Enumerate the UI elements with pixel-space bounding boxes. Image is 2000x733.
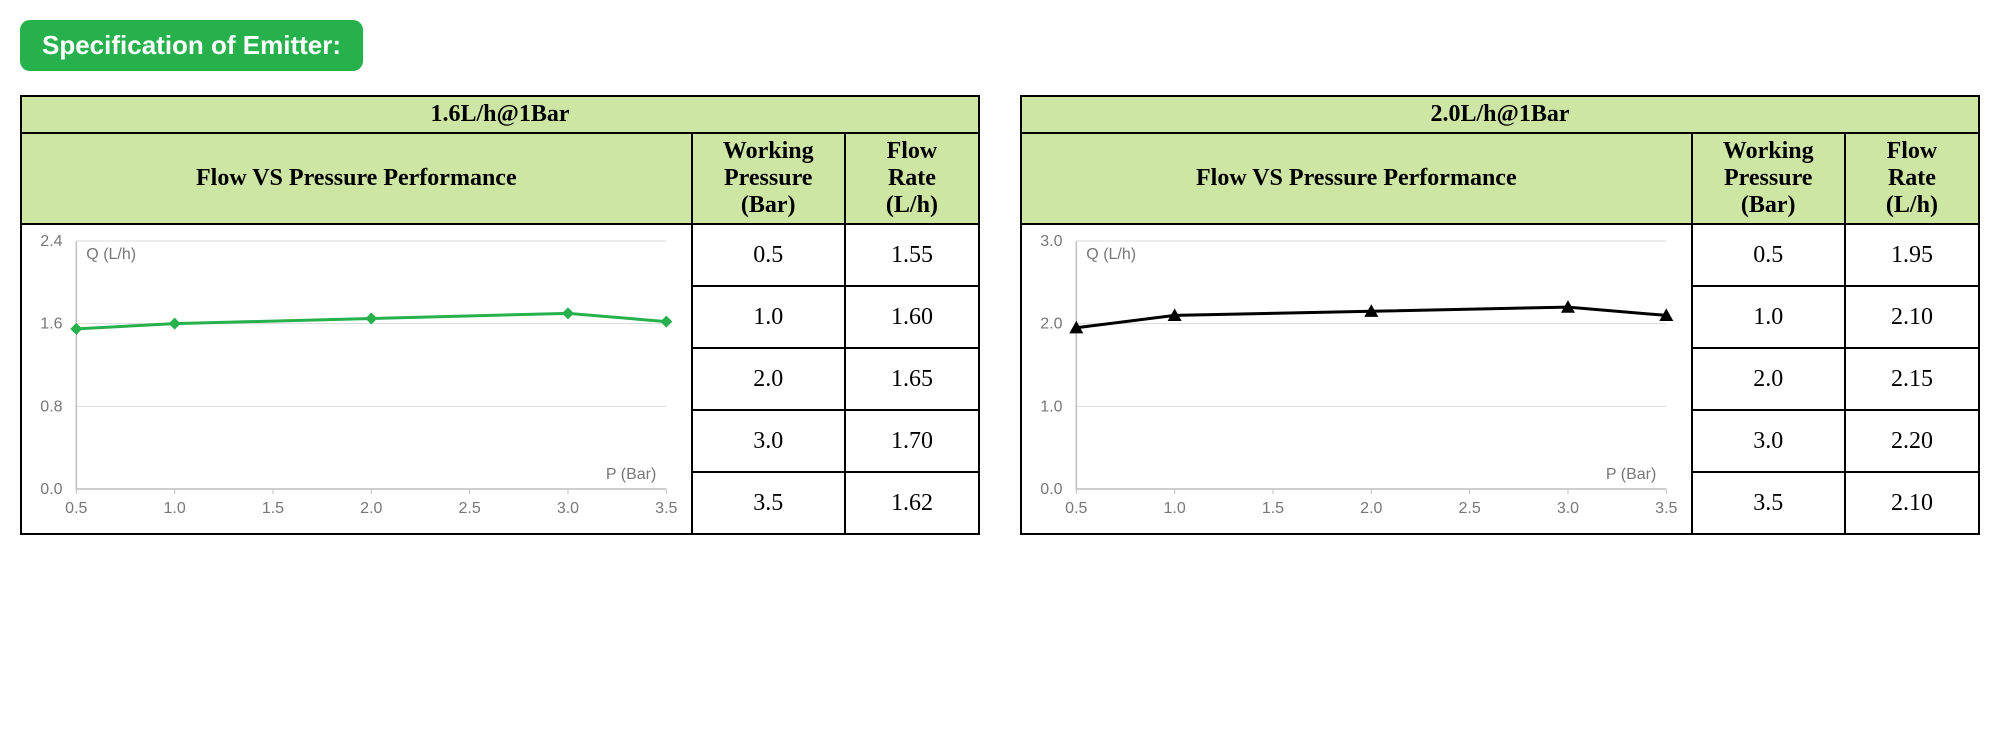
series-marker — [660, 316, 672, 328]
x-tick-label: 2.0 — [360, 500, 382, 517]
x-tick-label: 0.5 — [1065, 500, 1087, 517]
flow-value: 2.15 — [1845, 348, 1979, 410]
x-tick-label: 1.5 — [1262, 500, 1284, 517]
panel-title: 2.0L/h@1Bar — [1021, 96, 1979, 133]
spec-panel: 1.6L/h@1BarFlow VS Pressure PerformanceW… — [20, 95, 980, 535]
x-tick-label: 3.5 — [655, 500, 677, 517]
perf-chart: 0.0 1.0 2.0 3.0 0.5 1.0 1.5 2.0 2.5 3.0 3.5 Q (L/h)… — [1026, 229, 1687, 529]
pressure-value: 3.0 — [692, 410, 845, 472]
flow-value: 2.10 — [1845, 472, 1979, 534]
pressure-value: 1.0 — [692, 286, 845, 348]
pressure-value: 0.5 — [1692, 224, 1845, 286]
pressure-value: 3.0 — [1692, 410, 1845, 472]
perf-chart: 0.0 0.8 1.6 2.4 0.5 1.0 1.5 2.0 2.5 3.0 3.5 Q (L/h)… — [26, 229, 687, 529]
x-tick-label: 2.5 — [459, 500, 481, 517]
panel-title: 1.6L/h@1Bar — [21, 96, 979, 133]
series-marker — [70, 323, 82, 335]
spec-table: 2.0L/h@1BarFlow VS Pressure PerformanceW… — [1020, 95, 1980, 535]
series-marker — [365, 313, 377, 325]
pressure-value: 3.5 — [1692, 472, 1845, 534]
y-tick-label: 0.0 — [1040, 481, 1062, 498]
flow-value: 1.70 — [845, 410, 979, 472]
series-marker — [169, 318, 181, 330]
x-tick-label: 1.5 — [262, 500, 284, 517]
pressure-header: WorkingPressure(Bar) — [1692, 133, 1845, 224]
x-tick-label: 3.5 — [1655, 500, 1677, 517]
chart-cell: 0.0 1.0 2.0 3.0 0.5 1.0 1.5 2.0 2.5 3.0 3.5 Q (L/h)… — [1021, 224, 1692, 534]
x-axis-label: P (Bar) — [606, 466, 656, 483]
x-tick-label: 1.0 — [1164, 500, 1186, 517]
x-tick-label: 3.0 — [557, 500, 579, 517]
spec-table: 1.6L/h@1BarFlow VS Pressure PerformanceW… — [20, 95, 980, 535]
y-axis-label: Q (L/h) — [86, 246, 136, 263]
table-row: 0.01.02.03.00.51.01.52.02.53.03.5Q (L/h)… — [1021, 224, 1979, 286]
y-tick-label: 0.8 — [40, 398, 62, 415]
y-tick-label: 0.0 — [40, 481, 62, 498]
pressure-value: 1.0 — [1692, 286, 1845, 348]
spec-panel: 2.0L/h@1BarFlow VS Pressure PerformanceW… — [1020, 95, 1980, 535]
pressure-value: 2.0 — [692, 348, 845, 410]
pressure-value: 2.0 — [1692, 348, 1845, 410]
flow-header: FlowRate(L/h) — [1845, 133, 1979, 224]
panels-row: 1.6L/h@1BarFlow VS Pressure PerformanceW… — [20, 95, 1980, 535]
x-tick-label: 0.5 — [65, 500, 87, 517]
flow-value: 1.95 — [1845, 224, 1979, 286]
x-tick-label: 2.5 — [1459, 500, 1481, 517]
flow-value: 2.10 — [1845, 286, 1979, 348]
pressure-value: 0.5 — [692, 224, 845, 286]
flow-value: 2.20 — [1845, 410, 1979, 472]
flow-value: 1.65 — [845, 348, 979, 410]
section-title: Specification of Emitter: — [20, 20, 363, 71]
pressure-header: WorkingPressure(Bar) — [692, 133, 845, 224]
x-tick-label: 1.0 — [164, 500, 186, 517]
table-row: 0.00.81.62.40.51.01.52.02.53.03.5Q (L/h)… — [21, 224, 979, 286]
perf-header: Flow VS Pressure Performance — [1021, 133, 1692, 224]
x-tick-label: 3.0 — [1557, 500, 1579, 517]
y-tick-label: 2.0 — [1040, 316, 1062, 333]
y-tick-label: 1.0 — [1040, 398, 1062, 415]
perf-header: Flow VS Pressure Performance — [21, 133, 692, 224]
flow-value: 1.62 — [845, 472, 979, 534]
y-tick-label: 1.6 — [40, 316, 62, 333]
flow-header: FlowRate(L/h) — [845, 133, 979, 224]
y-tick-label: 2.4 — [40, 233, 62, 250]
series-marker — [562, 307, 574, 319]
y-axis-label: Q (L/h) — [1086, 246, 1136, 263]
flow-value: 1.55 — [845, 224, 979, 286]
y-tick-label: 3.0 — [1040, 233, 1062, 250]
chart-cell: 0.0 0.8 1.6 2.4 0.5 1.0 1.5 2.0 2.5 3.0 3.5 Q (L/h)… — [21, 224, 692, 534]
x-axis-label: P (Bar) — [1606, 466, 1656, 483]
flow-value: 1.60 — [845, 286, 979, 348]
pressure-value: 3.5 — [692, 472, 845, 534]
x-tick-label: 2.0 — [1360, 500, 1382, 517]
